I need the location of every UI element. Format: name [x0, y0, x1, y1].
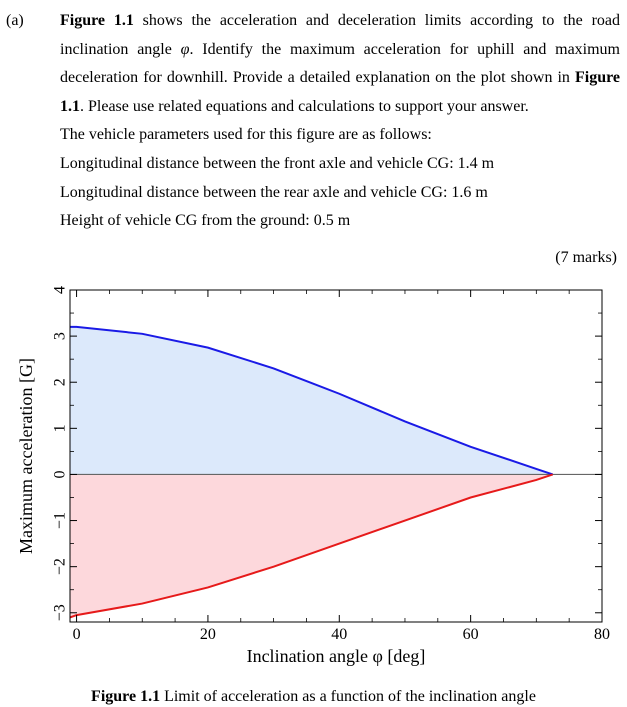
y-tick-label: 3 [52, 332, 69, 340]
intro-text-1: shows the acceleration and deceleration … [60, 12, 620, 58]
y-tick-label: 0 [52, 470, 69, 478]
intro-text-2: . Identify the maximum acceleration for … [60, 40, 620, 87]
x-tick-label: 60 [463, 626, 479, 643]
question-part-label: (a) [6, 12, 24, 29]
y-axis-label: Maximum acceleration [G] [16, 358, 36, 554]
x-tick-label: 0 [73, 626, 81, 643]
y-tick-label: −1 [52, 512, 69, 529]
figure-reference: Figure 1.1 [60, 12, 134, 29]
param-rear-axle: Longitudinal distance between the rear a… [60, 183, 488, 201]
question-text: Figure 1.1 shows the acceleration and de… [60, 7, 620, 236]
marks-label: (7 marks) [555, 249, 617, 266]
series-0-line [70, 325, 554, 476]
question-intro: Figure 1.1 shows the acceleration and de… [60, 7, 620, 121]
y-tick-label: 1 [52, 424, 69, 432]
y-tick-label: −3 [52, 604, 69, 621]
figure-caption: Figure 1.1 Limit of acceleration as a fu… [0, 688, 627, 706]
y-tick-label: −2 [52, 558, 69, 575]
x-tick-label: 20 [200, 626, 216, 643]
caption-figure-label: Figure 1.1 [91, 688, 161, 705]
x-axis-label: Inclination angle φ [deg] [247, 646, 426, 666]
series-1-line [69, 473, 554, 619]
x-tick-label: 40 [331, 626, 347, 643]
intro-text-3: . Please use related equations and calcu… [80, 97, 529, 115]
params-heading: The vehicle parameters used for this fig… [60, 126, 432, 144]
phi-symbol: φ [180, 40, 190, 58]
caption-text: Limit of acceleration as a function of t… [160, 688, 536, 705]
y-tick-label: 2 [52, 378, 69, 386]
series-0-fill [70, 326, 553, 475]
x-tick-label: 80 [594, 626, 610, 643]
acceleration-limit-chart: 0 20 40 60 80 −3 −2 −1 0 1 2 3 4 Inclination angle φ … [16, 286, 610, 666]
param-front-axle: Longitudinal distance between the front … [60, 154, 495, 172]
plot-frame [69, 289, 603, 623]
figure-reference-2: Figure 1.1 [60, 69, 620, 115]
param-cg-height: Height of vehicle CG from the ground: 0.… [60, 212, 351, 230]
y-tick-label: 4 [52, 286, 69, 294]
